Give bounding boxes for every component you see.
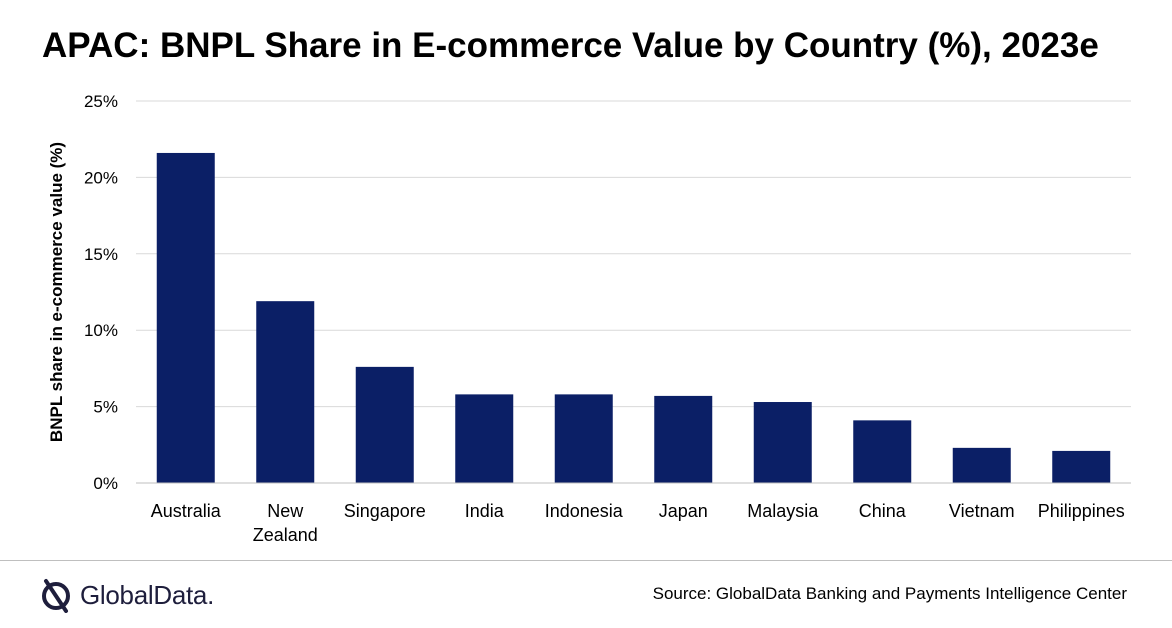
y-tick-label: 20% — [84, 168, 118, 187]
x-tick-label: Singapore — [344, 501, 426, 521]
source-note: Source: GlobalData Banking and Payments … — [652, 584, 1127, 603]
globaldata-logo-icon — [42, 579, 70, 613]
x-tick-label: Vietnam — [949, 501, 1015, 521]
bar — [554, 394, 613, 483]
chart-title: APAC: BNPL Share in E-commerce Value by … — [42, 26, 1099, 65]
y-tick-label: 0% — [93, 474, 118, 493]
bar — [256, 301, 315, 483]
y-tick-label: 15% — [84, 245, 118, 264]
x-tick-label: China — [859, 501, 907, 521]
y-axis-label: BNPL share in e-commerce value (%) — [47, 142, 66, 442]
bar — [654, 395, 713, 483]
x-tick-label: Australia — [151, 501, 222, 521]
bar — [355, 366, 414, 483]
bar — [1052, 450, 1111, 483]
bar — [455, 394, 514, 483]
y-tick-label: 5% — [93, 398, 118, 417]
x-tick-label: Japan — [659, 501, 708, 521]
bar — [853, 420, 912, 483]
x-tick-label: Philippines — [1038, 501, 1125, 521]
x-tick-label: New Zealand — [253, 501, 318, 545]
logo-text: GlobalData. — [80, 579, 214, 610]
bar-chart: 0% 5% 10% 15% 20% 25% Australia New Zealand Singa… — [47, 92, 1131, 545]
globaldata-logo: GlobalData. — [40, 575, 214, 615]
bar — [952, 447, 1011, 483]
x-tick-label: Indonesia — [545, 501, 624, 521]
y-tick-label: 25% — [84, 92, 118, 111]
x-tick-label: Malaysia — [747, 501, 819, 521]
y-tick-label: 10% — [84, 321, 118, 340]
bar — [156, 152, 215, 483]
x-tick-label: India — [465, 501, 505, 521]
bar — [753, 402, 812, 483]
footer-divider — [0, 560, 1172, 561]
